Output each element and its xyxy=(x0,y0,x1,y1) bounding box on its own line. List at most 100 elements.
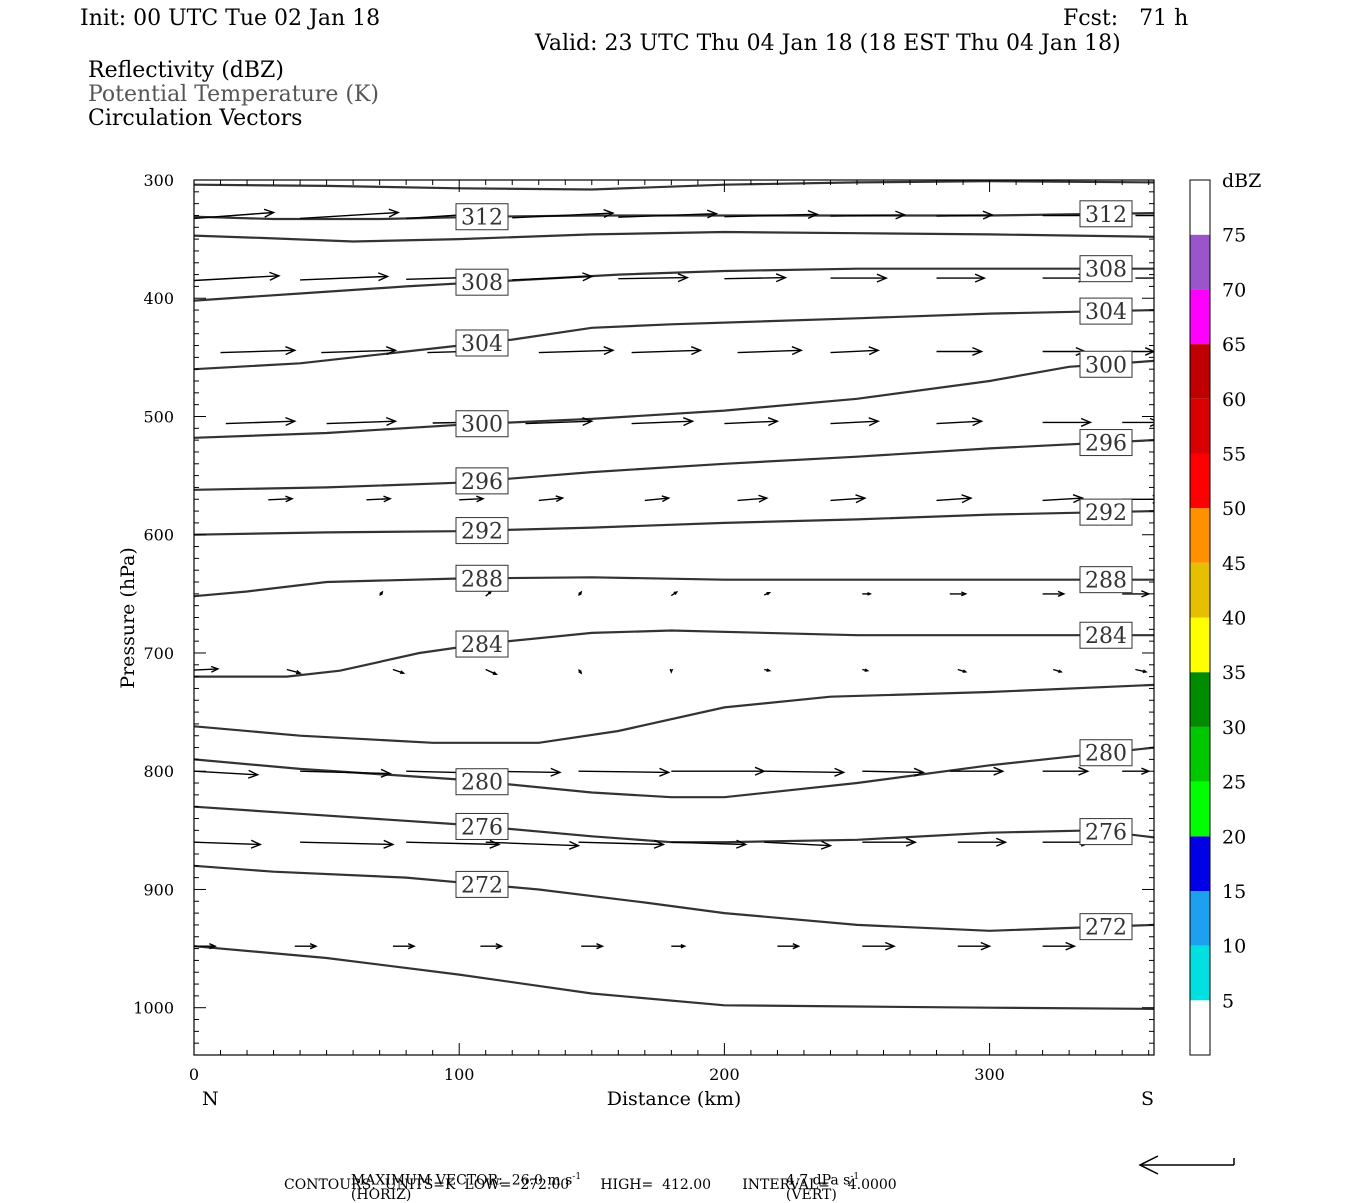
circulation-vector-50 xyxy=(379,590,384,597)
colorbar-segment-0 xyxy=(1190,1000,1210,1055)
svg-text:312: 312 xyxy=(461,206,503,231)
circulation-vector-71 xyxy=(300,768,392,778)
y-tick-label-600: 600 xyxy=(143,526,174,545)
circulation-vector-5 xyxy=(724,209,819,220)
circulation-vector-28 xyxy=(1042,346,1087,356)
circulation-vector-62 xyxy=(485,668,498,676)
colorbar-label-65: 65 xyxy=(1222,334,1246,356)
field-circulation-vectors: Circulation Vectors xyxy=(88,106,303,131)
x-tick-label-200: 200 xyxy=(709,1065,740,1084)
x-axis-label: Distance (km) xyxy=(607,1088,742,1110)
circulation-vector-36 xyxy=(830,417,880,427)
circulation-vector-0 xyxy=(194,208,276,220)
isentrope-label-300-0: 300 xyxy=(455,410,509,438)
isentrope-label-280-1: 280 xyxy=(1079,739,1133,767)
isentrope-label-308-0: 308 xyxy=(455,268,509,296)
svg-text:276: 276 xyxy=(461,815,503,840)
x-tick-label-300: 300 xyxy=(974,1065,1005,1084)
colorbar-segment-5 xyxy=(1190,726,1210,782)
svg-text:292: 292 xyxy=(1085,501,1127,526)
isentrope-line-13 xyxy=(194,864,1154,932)
isentrope-label-layer: 312 312 308 308 304 304 300 300 296 296 292 292 288 2… xyxy=(455,200,1133,941)
svg-text:288: 288 xyxy=(1085,569,1127,594)
colorbar-segment-15 xyxy=(1190,180,1210,235)
colorbar-segment-1 xyxy=(1190,945,1210,1001)
colorbar-segment-12 xyxy=(1190,344,1210,399)
circulation-vector-13 xyxy=(512,272,594,282)
circulation-vector-10 xyxy=(194,271,281,282)
colorbar-segment-9 xyxy=(1190,508,1210,563)
colorbar-label-40: 40 xyxy=(1222,608,1246,630)
circulation-vector-9 xyxy=(1135,214,1154,217)
circulation-vector-99 xyxy=(957,941,992,951)
isentrope-label-284-0: 284 xyxy=(455,630,509,658)
forecast-hour: Fcst: 71 h xyxy=(1063,6,1189,31)
circulation-vector-76 xyxy=(764,767,846,777)
circulation-vector-69 xyxy=(1135,668,1148,674)
axis-ticks xyxy=(193,179,1154,1056)
isentrope-label-288-1: 288 xyxy=(1079,566,1133,594)
isentrope-label-304-1: 304 xyxy=(1079,297,1133,325)
circulation-vector-37 xyxy=(936,417,984,427)
vector-layer xyxy=(194,208,1154,951)
circulation-vector-78 xyxy=(949,766,1005,776)
svg-text:292: 292 xyxy=(461,520,503,545)
circulation-vector-79 xyxy=(1042,766,1090,776)
isentrope-label-276-1: 276 xyxy=(1079,818,1133,846)
init-time: Init: 00 UTC Tue 02 Jan 18 xyxy=(80,6,381,31)
circulation-vector-53 xyxy=(670,591,679,597)
isentrope-line-4 xyxy=(194,309,1154,371)
circulation-vector-11 xyxy=(300,272,390,282)
circulation-vector-23 xyxy=(538,346,615,356)
circulation-vector-48 xyxy=(1042,494,1085,504)
field-reflectivity: Reflectivity (dBZ) xyxy=(88,58,284,83)
svg-text:304: 304 xyxy=(461,332,503,357)
isentrope-line-3 xyxy=(194,267,1154,302)
max-vector-text: MAXIMUM VECTOR: 26.0 m s xyxy=(350,1172,573,1189)
y-tick-label-900: 900 xyxy=(143,880,174,899)
colorbar-segment-13 xyxy=(1190,289,1210,345)
svg-text:300: 300 xyxy=(1085,353,1127,378)
footer-vert-vector: 4.7 dPa s-1 (VERT) xyxy=(777,1159,859,1202)
isentrope-line-10 xyxy=(194,683,1154,744)
x-tick-label-0: 0 xyxy=(189,1065,199,1084)
circulation-vector-25 xyxy=(737,346,804,356)
circulation-vector-52 xyxy=(577,590,583,597)
svg-text:272: 272 xyxy=(1085,916,1127,941)
colorbar-segment-4 xyxy=(1190,781,1210,837)
circulation-vector-66 xyxy=(862,668,870,672)
x-tick-label-100: 100 xyxy=(444,1065,475,1084)
isentrope-label-284-1: 284 xyxy=(1079,621,1133,649)
circulation-vector-19 xyxy=(1135,277,1154,279)
circulation-vector-61 xyxy=(392,668,406,674)
circulation-vector-24 xyxy=(631,346,703,356)
max-vector-horiz: (HORIZ) xyxy=(350,1186,412,1203)
svg-text:284: 284 xyxy=(1085,624,1127,649)
circulation-vector-15 xyxy=(724,273,788,283)
circulation-vector-74 xyxy=(578,767,671,777)
circulation-vector-44 xyxy=(644,495,671,503)
isentrope-layer xyxy=(194,180,1154,1010)
circulation-vector-38 xyxy=(1042,417,1093,427)
isentrope-line-6 xyxy=(194,439,1154,491)
y-tick-label-1000: 1000 xyxy=(133,999,174,1018)
isentrope-label-296-1: 296 xyxy=(1079,429,1133,457)
isentrope-line-5 xyxy=(194,359,1154,439)
isentrope-label-296-0: 296 xyxy=(455,467,509,495)
isentrope-label-292-1: 292 xyxy=(1079,498,1133,526)
y-tick-label-300: 300 xyxy=(143,171,174,190)
circulation-vector-30 xyxy=(225,416,297,427)
circulation-vector-45 xyxy=(737,494,769,503)
colorbar-label-20: 20 xyxy=(1222,826,1246,848)
isentrope-label-300-1: 300 xyxy=(1079,350,1133,378)
plot-frame xyxy=(193,179,1155,1056)
isentrope-line-8 xyxy=(194,576,1154,598)
colorbar-label-70: 70 xyxy=(1222,279,1246,301)
isentrope-line-0 xyxy=(194,180,1154,191)
colorbar-label-5: 5 xyxy=(1222,990,1234,1012)
y-tick-label-800: 800 xyxy=(143,762,174,781)
circulation-vector-57 xyxy=(1042,590,1066,597)
vert-vector-text: 4.7 dPa s xyxy=(785,1172,851,1189)
circulation-vector-91 xyxy=(194,943,217,950)
colorbar-label-60: 60 xyxy=(1222,389,1246,411)
